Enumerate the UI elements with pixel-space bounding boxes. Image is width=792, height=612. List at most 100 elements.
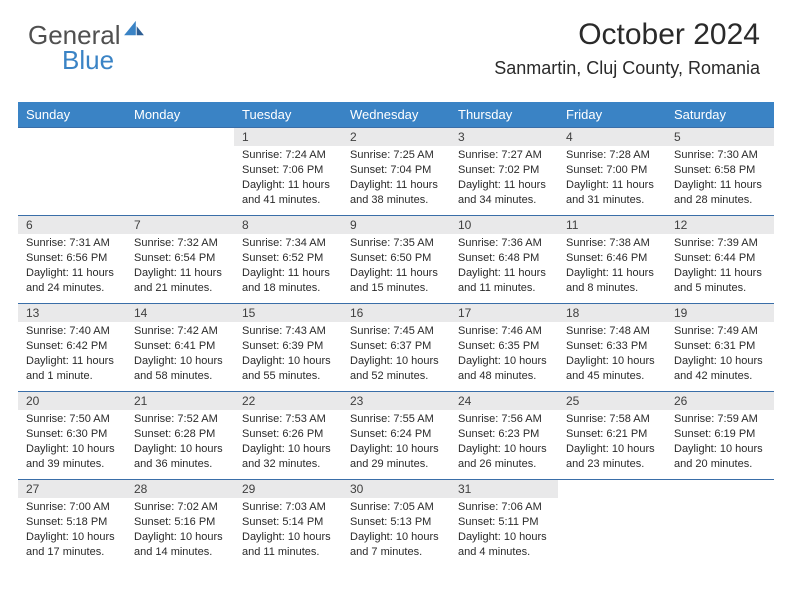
calendar-cell: 5Sunrise: 7:30 AMSunset: 6:58 PMDaylight… [666,128,774,216]
calendar-cell: 9Sunrise: 7:35 AMSunset: 6:50 PMDaylight… [342,216,450,304]
day-details: Sunrise: 7:59 AMSunset: 6:19 PMDaylight:… [666,410,774,475]
calendar-cell: 18Sunrise: 7:48 AMSunset: 6:33 PMDayligh… [558,304,666,392]
location-subtitle: Sanmartin, Cluj County, Romania [494,58,760,79]
detail-line: and 52 minutes. [350,369,442,384]
day-details: Sunrise: 7:00 AMSunset: 5:18 PMDaylight:… [18,498,126,563]
calendar-cell: 22Sunrise: 7:53 AMSunset: 6:26 PMDayligh… [234,392,342,480]
detail-line: Sunrise: 7:40 AM [26,324,118,339]
calendar-cell [18,128,126,216]
day-details: Sunrise: 7:42 AMSunset: 6:41 PMDaylight:… [126,322,234,387]
day-details: Sunrise: 7:30 AMSunset: 6:58 PMDaylight:… [666,146,774,211]
page-header: October 2024 Sanmartin, Cluj County, Rom… [494,18,760,79]
detail-line: Sunrise: 7:55 AM [350,412,442,427]
month-title: October 2024 [494,18,760,52]
calendar-cell: 12Sunrise: 7:39 AMSunset: 6:44 PMDayligh… [666,216,774,304]
day-number: 15 [234,304,342,322]
day-number: 3 [450,128,558,146]
detail-line: Daylight: 11 hours [566,266,658,281]
detail-line: Sunrise: 7:42 AM [134,324,226,339]
detail-line: Daylight: 10 hours [26,530,118,545]
detail-line: Sunrise: 7:05 AM [350,500,442,515]
day-number: 11 [558,216,666,234]
weekday-monday: Monday [126,102,234,128]
detail-line: and 32 minutes. [242,457,334,472]
calendar-cell: 4Sunrise: 7:28 AMSunset: 7:00 PMDaylight… [558,128,666,216]
calendar-cell: 1Sunrise: 7:24 AMSunset: 7:06 PMDaylight… [234,128,342,216]
day-details: Sunrise: 7:03 AMSunset: 5:14 PMDaylight:… [234,498,342,563]
calendar-cell: 8Sunrise: 7:34 AMSunset: 6:52 PMDaylight… [234,216,342,304]
day-number: 18 [558,304,666,322]
day-number: 22 [234,392,342,410]
day-number: 4 [558,128,666,146]
detail-line: Daylight: 10 hours [134,442,226,457]
detail-line: and 34 minutes. [458,193,550,208]
weekday-saturday: Saturday [666,102,774,128]
detail-line: Daylight: 11 hours [26,354,118,369]
detail-line: and 39 minutes. [26,457,118,472]
calendar-cell [126,128,234,216]
calendar-table: Sunday Monday Tuesday Wednesday Thursday… [18,102,774,568]
detail-line: Daylight: 11 hours [458,266,550,281]
day-details: Sunrise: 7:24 AMSunset: 7:06 PMDaylight:… [234,146,342,211]
calendar-row: 27Sunrise: 7:00 AMSunset: 5:18 PMDayligh… [18,480,774,568]
detail-line: and 23 minutes. [566,457,658,472]
detail-line: Sunset: 6:52 PM [242,251,334,266]
calendar-cell: 10Sunrise: 7:36 AMSunset: 6:48 PMDayligh… [450,216,558,304]
calendar-cell: 6Sunrise: 7:31 AMSunset: 6:56 PMDaylight… [18,216,126,304]
day-number: 14 [126,304,234,322]
day-details: Sunrise: 7:48 AMSunset: 6:33 PMDaylight:… [558,322,666,387]
day-details: Sunrise: 7:49 AMSunset: 6:31 PMDaylight:… [666,322,774,387]
detail-line: Daylight: 10 hours [458,442,550,457]
detail-line: and 38 minutes. [350,193,442,208]
detail-line: Daylight: 11 hours [134,266,226,281]
detail-line: Sunset: 6:21 PM [566,427,658,442]
day-number: 20 [18,392,126,410]
detail-line: Sunrise: 7:24 AM [242,148,334,163]
detail-line: Sunset: 6:41 PM [134,339,226,354]
detail-line: Daylight: 10 hours [134,354,226,369]
weekday-friday: Friday [558,102,666,128]
detail-line: Sunset: 7:04 PM [350,163,442,178]
logo-word-blue: Blue [62,45,114,76]
detail-line: Sunset: 6:56 PM [26,251,118,266]
detail-line: Sunset: 5:13 PM [350,515,442,530]
detail-line: Sunset: 6:26 PM [242,427,334,442]
day-number: 30 [342,480,450,498]
detail-line: and 31 minutes. [566,193,658,208]
day-details: Sunrise: 7:25 AMSunset: 7:04 PMDaylight:… [342,146,450,211]
detail-line: Sunrise: 7:39 AM [674,236,766,251]
calendar-cell [666,480,774,568]
day-details: Sunrise: 7:02 AMSunset: 5:16 PMDaylight:… [126,498,234,563]
day-number: 17 [450,304,558,322]
detail-line: and 29 minutes. [350,457,442,472]
detail-line: Daylight: 11 hours [674,266,766,281]
detail-line: Sunrise: 7:30 AM [674,148,766,163]
detail-line: Sunset: 6:42 PM [26,339,118,354]
detail-line: Sunrise: 7:48 AM [566,324,658,339]
detail-line: Sunset: 6:46 PM [566,251,658,266]
detail-line: Sunrise: 7:35 AM [350,236,442,251]
detail-line: Daylight: 11 hours [26,266,118,281]
detail-line: Daylight: 11 hours [350,266,442,281]
day-details: Sunrise: 7:05 AMSunset: 5:13 PMDaylight:… [342,498,450,563]
detail-line: Sunset: 6:50 PM [350,251,442,266]
calendar-row: 1Sunrise: 7:24 AMSunset: 7:06 PMDaylight… [18,128,774,216]
calendar-cell: 19Sunrise: 7:49 AMSunset: 6:31 PMDayligh… [666,304,774,392]
detail-line: Sunset: 6:33 PM [566,339,658,354]
detail-line: Daylight: 10 hours [674,354,766,369]
calendar-cell: 31Sunrise: 7:06 AMSunset: 5:11 PMDayligh… [450,480,558,568]
calendar-cell: 23Sunrise: 7:55 AMSunset: 6:24 PMDayligh… [342,392,450,480]
detail-line: Sunrise: 7:28 AM [566,148,658,163]
detail-line: Sunset: 6:30 PM [26,427,118,442]
detail-line: Daylight: 10 hours [566,354,658,369]
calendar-cell: 15Sunrise: 7:43 AMSunset: 6:39 PMDayligh… [234,304,342,392]
detail-line: and 55 minutes. [242,369,334,384]
detail-line: Sunset: 6:58 PM [674,163,766,178]
detail-line: Sunset: 6:44 PM [674,251,766,266]
detail-line: Sunrise: 7:34 AM [242,236,334,251]
detail-line: Sunset: 7:00 PM [566,163,658,178]
detail-line: and 14 minutes. [134,545,226,560]
detail-line: Sunset: 6:54 PM [134,251,226,266]
detail-line: Sunrise: 7:50 AM [26,412,118,427]
detail-line: Sunset: 6:19 PM [674,427,766,442]
